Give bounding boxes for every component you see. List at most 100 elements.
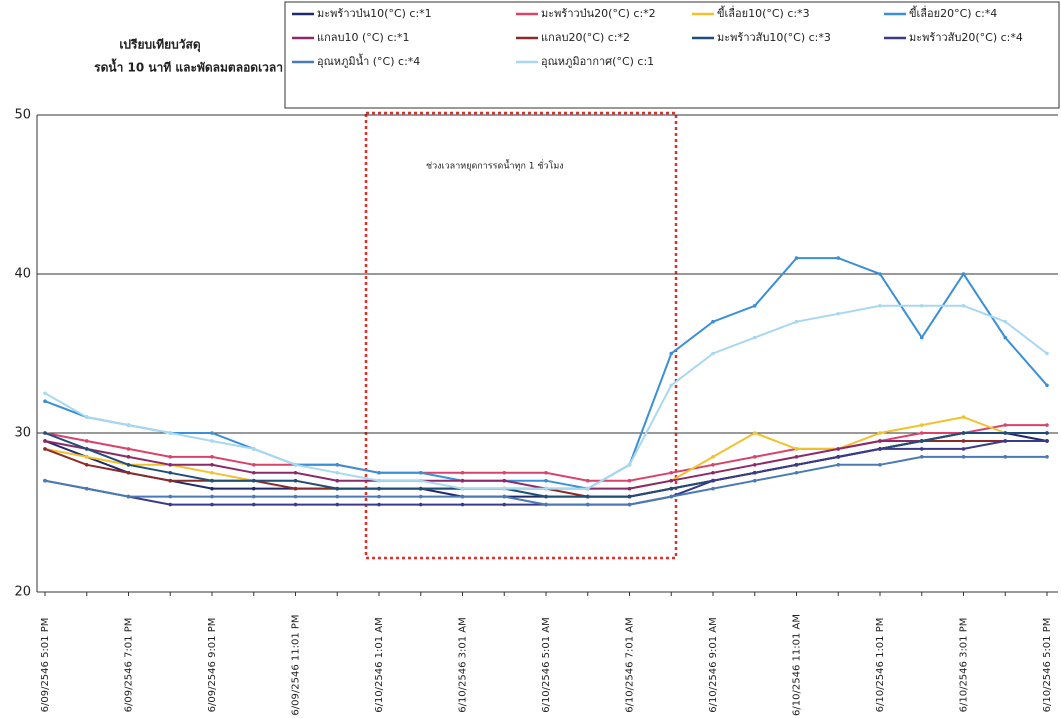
x-tick-label: 6/09/2546 11:01 PM — [291, 614, 302, 715]
point — [418, 470, 423, 475]
x-tick-label: 6/10/2546 3:01 PM — [959, 618, 970, 713]
point — [335, 470, 340, 475]
point — [460, 502, 465, 507]
point — [585, 502, 590, 507]
point — [210, 502, 214, 507]
point — [794, 319, 799, 324]
point — [1003, 455, 1008, 459]
legend-label: มะพร้าวป่น20(°C) c:*2 — [541, 7, 656, 20]
point — [752, 478, 757, 483]
point — [502, 478, 507, 483]
point — [752, 304, 757, 308]
point — [878, 463, 882, 467]
point — [126, 463, 131, 467]
point — [251, 502, 256, 507]
point — [669, 470, 674, 475]
point — [126, 470, 131, 475]
point — [251, 447, 256, 451]
point — [794, 447, 799, 451]
x-tick-label: 6/10/2546 1:01 AM — [374, 617, 385, 713]
point — [168, 470, 173, 475]
point — [836, 311, 841, 316]
x-tick-label: 6/09/2546 9:01 PM — [207, 618, 218, 713]
point — [335, 478, 340, 483]
point — [544, 470, 548, 475]
point — [1045, 351, 1049, 356]
point — [293, 463, 298, 467]
point — [1045, 455, 1049, 459]
point — [377, 486, 381, 491]
point — [168, 463, 173, 467]
point — [919, 439, 924, 443]
x-tick-label: 6/10/2546 5:01 PM — [1042, 618, 1053, 713]
point — [711, 470, 715, 475]
point — [168, 431, 173, 435]
x-tick-label: 6/09/2546 7:01 PM — [124, 618, 135, 713]
point — [752, 335, 757, 340]
point — [544, 478, 548, 483]
point — [335, 463, 340, 467]
point — [460, 494, 465, 499]
point — [961, 447, 966, 451]
point — [293, 494, 298, 499]
point — [919, 304, 924, 308]
point — [168, 455, 173, 459]
point — [585, 494, 590, 499]
point — [84, 463, 89, 467]
point — [794, 455, 799, 459]
point — [210, 486, 214, 491]
point — [794, 256, 799, 260]
point — [210, 494, 214, 499]
point — [961, 304, 966, 308]
chart-subtitle: รดน้ำ 10 นาที และพัดลมตลอดเวลา — [94, 58, 283, 75]
point — [878, 447, 882, 451]
point — [1003, 439, 1008, 443]
point — [293, 470, 298, 475]
point — [711, 455, 715, 459]
point — [502, 494, 507, 499]
point — [961, 455, 966, 459]
point — [418, 494, 423, 499]
point — [711, 486, 715, 491]
point — [251, 463, 256, 467]
point — [502, 486, 507, 491]
point — [752, 470, 757, 475]
point — [460, 478, 465, 483]
point — [919, 455, 924, 459]
point — [43, 391, 47, 396]
y-tick-label: 20 — [14, 585, 31, 600]
point — [1003, 319, 1008, 324]
point — [293, 478, 298, 483]
x-tick-label: 6/10/2546 3:01 AM — [458, 617, 469, 713]
point — [1003, 423, 1008, 427]
y-tick-label: 40 — [14, 267, 31, 282]
y-tick-label: 50 — [14, 108, 31, 123]
point — [377, 494, 381, 499]
point — [251, 486, 256, 491]
point — [335, 502, 340, 507]
point — [919, 335, 924, 340]
point — [1045, 439, 1049, 443]
x-tick-label: 6/10/2546 1:01 PM — [875, 618, 886, 713]
point — [460, 486, 465, 491]
point — [627, 502, 632, 507]
point — [544, 494, 548, 499]
y-tick-label: 30 — [14, 426, 31, 441]
point — [836, 455, 841, 459]
point — [168, 478, 173, 483]
point — [84, 439, 89, 443]
point — [84, 415, 89, 419]
legend-label: อุณหภูมิน้ำ (°C) c:*4 — [317, 53, 420, 68]
point — [961, 272, 966, 276]
point — [293, 486, 298, 491]
point — [1003, 335, 1008, 340]
point — [126, 455, 131, 459]
point — [585, 486, 590, 491]
point — [418, 502, 423, 507]
point — [84, 486, 89, 491]
point — [1045, 431, 1049, 435]
annotation: ช่วงเวลาหยุดการรดน้ำทุก 1 ชั่วโมง — [426, 159, 564, 172]
point — [43, 431, 47, 435]
point — [377, 502, 381, 507]
